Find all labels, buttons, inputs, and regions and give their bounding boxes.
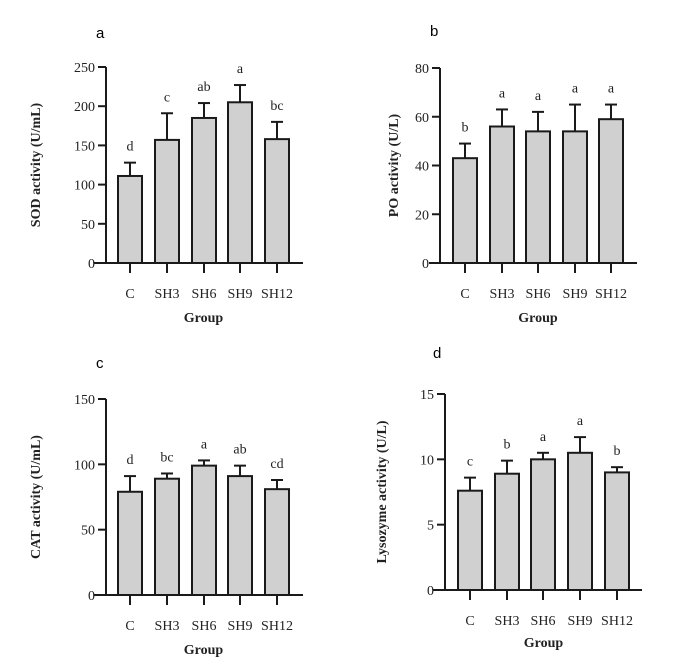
bar-sh6 [525,130,551,264]
y-tick-label: 0 [88,589,95,604]
significance-label: ab [197,80,210,95]
x-tick-label: SH9 [563,287,588,302]
y-tick-label: 60 [415,111,429,126]
y-tick-label: 150 [74,139,95,154]
y-axis-title: Lysozyme activity (U/L) [375,420,390,563]
y-tick-label: 10 [420,453,434,468]
x-tick-label: SH12 [595,287,627,302]
significance-label: a [572,82,579,97]
bar-sh6 [191,464,217,597]
significance-label: a [577,414,584,429]
x-tick-label: SH9 [568,614,593,629]
significance-label: cd [270,457,283,472]
y-axis-title: PO activity (U/L) [387,113,402,217]
y-tick-label: 100 [74,179,95,194]
x-tick-label: SH6 [192,287,217,302]
x-tick-label: SH9 [228,287,253,302]
significance-label: a [540,430,547,445]
chart-panel-c: c 0 50 100 150 d Cbc SH3 a SH6 ab SH9 cd SH12 Group CAT… [29,355,303,658]
bar-sh3 [154,138,180,264]
significance-label: d [127,453,134,468]
bar-sh9 [567,451,593,591]
y-tick-label: 80 [415,62,429,77]
x-tick-label: SH3 [495,614,520,629]
bar-sh9 [562,130,588,264]
significance-label: a [499,86,506,101]
y-axis-title: SOD activity (U/mL) [29,102,44,227]
y-tick-label: 100 [74,458,95,473]
x-axis-title: Group [524,636,564,651]
bar-sh3 [489,125,515,264]
significance-label: c [164,90,170,105]
y-tick-label: 250 [74,61,95,76]
x-tick-label: C [125,287,134,302]
chart-panel-d: d 0 5 10 15 c Cb SH3 a SH6 a SH9 b SH12 Group Lysozyme … [375,345,642,651]
significance-label: ab [233,443,246,458]
y-tick-label: 50 [81,524,95,539]
y-tick-label: 0 [88,257,95,272]
panel-letter: d [433,345,441,362]
bar-sh6 [191,116,217,264]
bar-sh12 [264,138,290,265]
x-tick-label: SH3 [155,287,180,302]
significance-label: d [127,140,134,155]
significance-label: a [535,89,542,104]
x-tick-label: SH12 [601,614,633,629]
bar-sh3 [154,477,180,596]
significance-label: bc [160,450,173,465]
x-tick-label: SH6 [531,614,556,629]
y-tick-label: 0 [427,584,434,599]
significance-label: a [237,62,244,77]
y-tick-label: 150 [74,393,95,408]
bar-sh12 [598,118,624,264]
y-tick-label: 0 [422,257,429,272]
bar-c [457,489,483,591]
x-tick-label: SH3 [490,287,515,302]
bar-sh12 [604,471,630,591]
significance-label: a [201,437,208,452]
bar-sh9 [227,475,253,596]
x-tick-label: SH12 [261,287,293,302]
significance-label: a [608,82,615,97]
bar-c [452,157,478,264]
y-axis-title: CAT activity (U/mL) [29,435,44,559]
x-tick-label: SH9 [228,619,253,634]
y-tick-label: 200 [74,100,95,115]
x-tick-label: C [125,619,134,634]
x-axis-title: Group [184,643,224,658]
significance-label: b [614,444,621,459]
x-tick-label: SH3 [155,619,180,634]
bar-sh6 [530,458,556,592]
bar-sh12 [264,488,290,596]
y-tick-label: 5 [427,519,434,534]
x-axis-title: Group [184,311,224,326]
significance-label: c [467,455,473,470]
bar-c [117,490,143,597]
x-axis-title: Group [518,311,558,326]
y-tick-label: 40 [415,160,429,175]
significance-label: bc [270,99,283,114]
significance-label: b [462,121,469,136]
x-tick-label: C [460,287,469,302]
bar-c [117,174,143,264]
y-tick-label: 15 [420,388,434,403]
significance-label: b [504,438,511,453]
panel-letter: a [96,25,105,42]
bar-sh3 [494,472,520,591]
chart-panel-b: b 0 20 40 60 80 b Ca SH3 a SH6 a SH9 a SH12 Group PO act… [387,23,637,326]
x-tick-label: C [465,614,474,629]
panel-letter: b [430,23,438,40]
x-tick-label: SH12 [261,619,293,634]
x-tick-label: SH6 [526,287,551,302]
panel-letter: c [96,355,104,372]
y-tick-label: 50 [81,218,95,233]
x-tick-label: SH6 [192,619,217,634]
bar-sh9 [227,101,253,264]
chart-panel-a: a 0 50 100 150 200 250 d Cc SH3 ab SH6 a SH9 bc SH12 Gro… [29,25,303,326]
y-tick-label: 20 [415,208,429,223]
